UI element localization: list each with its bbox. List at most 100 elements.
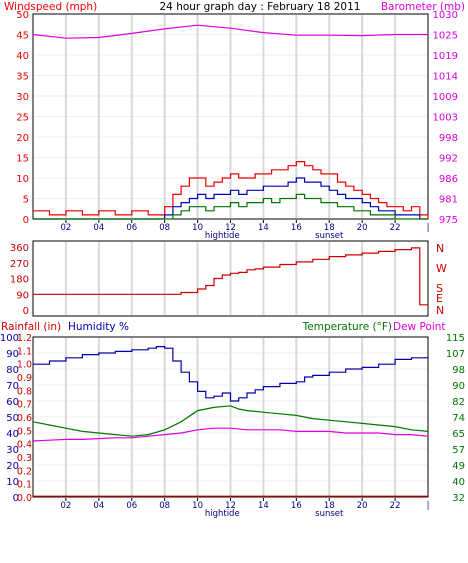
x-tick-label: 12	[225, 223, 236, 233]
temperature-tick-label: 90	[452, 381, 465, 392]
humidity-tick-label: 90	[6, 349, 19, 360]
windspeed-tick-label: 0	[23, 215, 29, 226]
barometer-tick-label: 1003	[433, 113, 458, 124]
humidity-tick-label: 80	[6, 365, 19, 376]
x-tick-label: 08	[159, 501, 170, 511]
windspeed-tick-label: 15	[16, 154, 29, 165]
humidity-tick-label: 30	[6, 445, 19, 456]
x-tick-label: 18	[324, 223, 335, 233]
rainfall-tick-label: 1.0	[17, 360, 32, 371]
rainfall-tick-label: 0.7	[17, 400, 32, 411]
x-tick-label: 04	[93, 223, 104, 233]
windspeed-barometer-panel: 0 5 10 15 20 25 30 35 40 45 50 975 981 986 992 998 1003 1…	[16, 10, 458, 241]
barometer-tick-label: 1014	[433, 72, 458, 83]
humidity-tick-label: 70	[6, 381, 19, 392]
rainfall-tick-label: 0.8	[17, 386, 32, 397]
series-line-barometer	[32, 24, 428, 39]
direction-tick-label: 0	[23, 306, 29, 317]
humidity-temperature-panel: 0 10 20 30 40 50 60 70 80 90 100 0.0 0.1 0.2 0.3 0.4 0.5…	[0, 333, 465, 519]
temperature-tick-label: 107	[446, 349, 465, 360]
x-tick-label: 06	[126, 223, 137, 233]
direction-tick-label: 270	[10, 259, 29, 270]
x-tick-label: 14	[258, 223, 269, 233]
compass-e: E	[436, 292, 443, 305]
compass-w: W	[436, 262, 447, 275]
x-tick-label-end: |	[427, 501, 430, 511]
windspeed-tick-label: 20	[16, 133, 29, 144]
x-tick-label: 20	[357, 501, 368, 511]
barometer-tick-label: 992	[439, 154, 458, 165]
x-tick-label: 20	[357, 223, 368, 233]
x-annotation: hightide	[205, 231, 240, 241]
windspeed-tick-label: 50	[16, 10, 29, 21]
rainfall-tick-label: 0.1	[17, 480, 32, 491]
rainfall-tick-label: 0.2	[17, 466, 32, 477]
x-tick-label: 22	[390, 501, 401, 511]
direction-tick-label: 180	[10, 275, 29, 286]
x-tick-label: 10	[192, 223, 203, 233]
barometer-tick-label: 1030	[433, 10, 458, 21]
temperature-tick-label: 98	[452, 365, 465, 376]
humidity-tick-label: 50	[6, 413, 19, 424]
windspeed-tick-label: 35	[16, 72, 29, 83]
rainfall-tick-label: 0.6	[17, 413, 32, 424]
humidity-tick-label: 10	[6, 477, 19, 488]
chart-title: 24 hour graph day : February 18 2011	[160, 1, 361, 13]
rainfall-tick-label: 0.4	[17, 440, 32, 451]
x-annotation: sunset	[315, 231, 344, 241]
compass-n-top: N	[436, 242, 444, 255]
direction-tick-label: 360	[10, 243, 29, 254]
humidity-tick-label: 40	[6, 429, 19, 440]
x-tick-label-end: |	[427, 223, 430, 233]
series-line-dewpoint	[32, 427, 429, 442]
temperature-tick-label: 49	[452, 461, 465, 472]
series-line-temperature	[32, 405, 429, 437]
compass-s: S	[436, 282, 443, 295]
rainfall-tick-label: 0.0	[17, 493, 32, 504]
series-line-gust	[33, 161, 429, 219]
windspeed-axis-title: Windspeed (mph)	[4, 1, 97, 13]
windspeed-tick-label: 25	[16, 113, 29, 124]
windspeed-tick-label: 10	[16, 174, 29, 185]
rainfall-tick-label: 0.3	[17, 453, 32, 464]
rainfall-tick-label: 1.2	[17, 333, 32, 344]
x-tick-label: 02	[61, 501, 72, 511]
humidity-tick-label: 60	[6, 397, 19, 408]
x-tick-label: 16	[291, 501, 302, 511]
x-tick-label: 14	[258, 501, 269, 511]
dewpoint-axis-title: Dew Point	[393, 321, 446, 333]
humidity-tick-label: 0	[13, 493, 19, 504]
windspeed-tick-label: 5	[23, 195, 29, 206]
series-line-avg	[33, 177, 428, 220]
rainfall-tick-label: 0.5	[17, 426, 32, 437]
temperature-tick-label: 57	[452, 445, 465, 456]
temperature-tick-label: 65	[452, 429, 465, 440]
barometer-tick-label: 975	[439, 215, 458, 226]
x-tick-label: 22	[390, 223, 401, 233]
series-line-direction	[33, 247, 428, 306]
compass-n-bottom: N	[436, 304, 444, 317]
barometer-tick-label: 998	[439, 133, 458, 144]
temperature-tick-label: 115	[446, 333, 465, 344]
temperature-tick-label: 32	[452, 493, 465, 504]
x-tick-label: 16	[291, 223, 302, 233]
humidity-tick-label: 20	[6, 461, 19, 472]
temperature-axis-title: Temperature (°F)	[302, 321, 392, 333]
barometer-tick-label: 986	[439, 174, 458, 185]
temperature-tick-label: 74	[452, 413, 465, 424]
windspeed-tick-label: 30	[16, 92, 29, 103]
series-line-humidity	[33, 346, 429, 402]
x-tick-label: 08	[159, 223, 170, 233]
temperature-tick-label: 82	[452, 397, 465, 408]
x-tick-label: 06	[126, 501, 137, 511]
x-tick-label: 18	[324, 501, 335, 511]
series-line-low	[33, 193, 428, 220]
barometer-tick-label: 1019	[433, 51, 458, 62]
humidity-tick-label: 100	[0, 333, 19, 344]
temperature-tick-label: 40	[452, 477, 465, 488]
windspeed-tick-label: 45	[16, 31, 29, 42]
x-tick-label: 12	[225, 501, 236, 511]
rainfall-tick-label: 1.1	[17, 346, 32, 357]
barometer-tick-label: 1025	[433, 31, 458, 42]
